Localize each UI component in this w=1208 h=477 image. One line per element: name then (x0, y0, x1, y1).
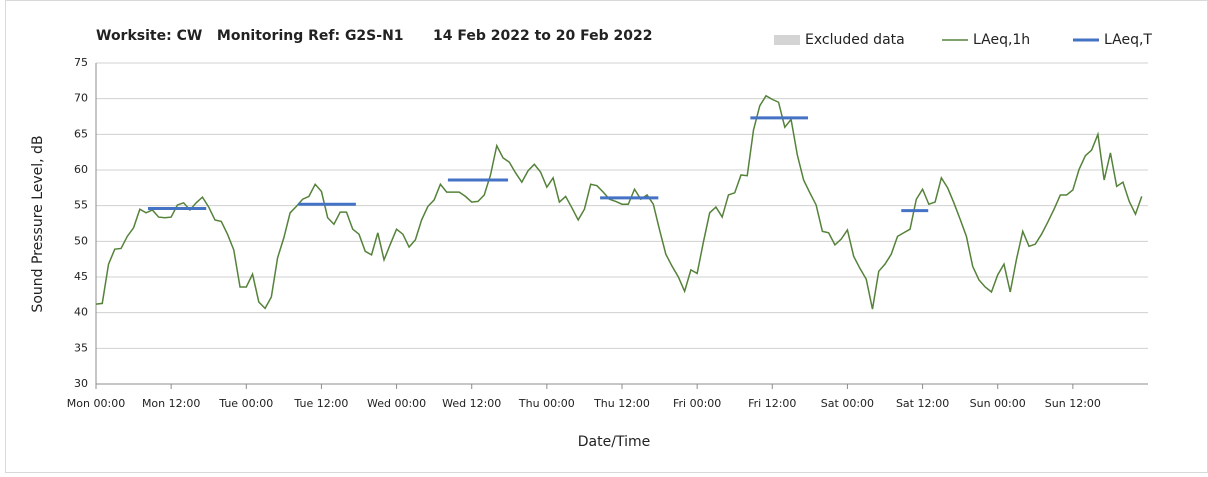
x-tick-label: Mon 12:00 (142, 397, 200, 410)
chart-subtitle: 14 Feb 2022 to 20 Feb 2022 (433, 28, 652, 44)
x-tick-label: Wed 12:00 (442, 397, 501, 410)
y-tick-label: 40 (74, 306, 88, 319)
legend-swatch (774, 35, 800, 45)
y-tick-label: 75 (74, 56, 88, 69)
y-axis-label: Sound Pressure Level, dB (30, 135, 46, 312)
x-tick-label: Sat 12:00 (896, 397, 949, 410)
y-tick-label: 45 (74, 270, 88, 283)
legend-label: LAeq,T (1104, 32, 1152, 48)
x-tick-label: Mon 00:00 (67, 397, 125, 410)
y-tick-label: 65 (74, 127, 88, 140)
x-tick-label: Sun 00:00 (970, 397, 1026, 410)
y-tick-label: 30 (74, 377, 88, 390)
y-tick-label: 60 (74, 163, 88, 176)
x-tick-label: Tue 00:00 (218, 397, 273, 410)
y-tick-label: 55 (74, 199, 88, 212)
x-axis-label: Date/Time (578, 434, 650, 450)
y-tick-label: 35 (74, 341, 88, 354)
x-tick-label: Sun 12:00 (1045, 397, 1101, 410)
x-tick-label: Fri 12:00 (748, 397, 796, 410)
x-tick-label: Wed 00:00 (367, 397, 426, 410)
x-tick-label: Sat 00:00 (821, 397, 874, 410)
x-tick-label: Thu 00:00 (518, 397, 575, 410)
data-line (95, 94, 1143, 310)
legend-label: Excluded data (805, 32, 905, 48)
legend-label: LAeq,1h (973, 32, 1030, 48)
chart-title: Worksite: CW Monitoring Ref: G2S-N1 (96, 28, 404, 44)
x-tick-label: Fri 00:00 (673, 397, 721, 410)
x-tick-label: Tue 12:00 (293, 397, 348, 410)
x-tick-label: Thu 12:00 (593, 397, 650, 410)
y-tick-label: 70 (74, 92, 88, 105)
y-tick-label: 50 (74, 234, 88, 247)
